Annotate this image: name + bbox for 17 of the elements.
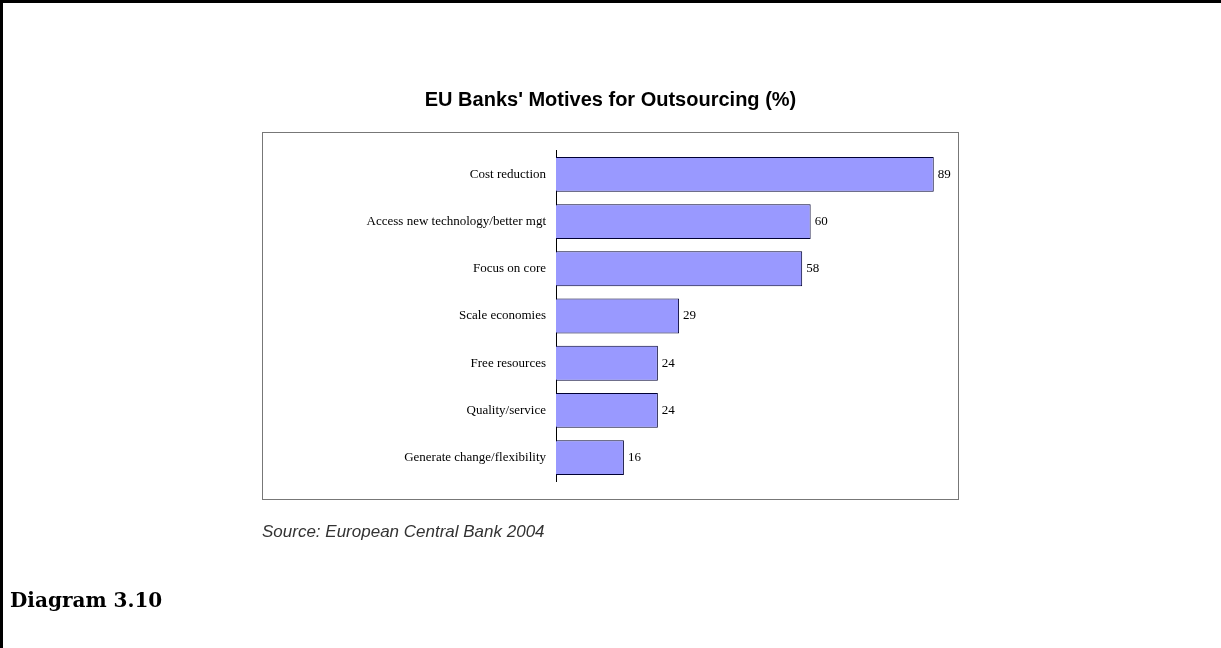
data-label: 24: [661, 354, 676, 370]
y-tick-label: Cost reduction: [469, 165, 547, 181]
chart-title: EU Banks' Motives for Outsourcing (%): [423, 88, 798, 111]
data-label: 24: [661, 401, 676, 417]
y-tick-label: Scale economies: [459, 307, 546, 323]
y-tick-label: Free resources: [470, 354, 546, 370]
data-label: 58: [806, 260, 820, 276]
data-label: 60: [814, 213, 828, 229]
y-tick-label: Focus on core: [473, 260, 547, 276]
text: Diagram 3.10: [10, 588, 163, 612]
source-note: Source: European Central Bank 2004: [262, 522, 545, 542]
y-tick-label: Access new technology/better mgt: [366, 213, 547, 229]
y-tick-label: Generate change/flexibility: [404, 449, 547, 465]
data-label: 16: [627, 449, 642, 465]
data-label: 89: [937, 165, 951, 181]
data-label: 29: [683, 307, 697, 323]
y-tick-label: Quality/service: [466, 401, 547, 417]
